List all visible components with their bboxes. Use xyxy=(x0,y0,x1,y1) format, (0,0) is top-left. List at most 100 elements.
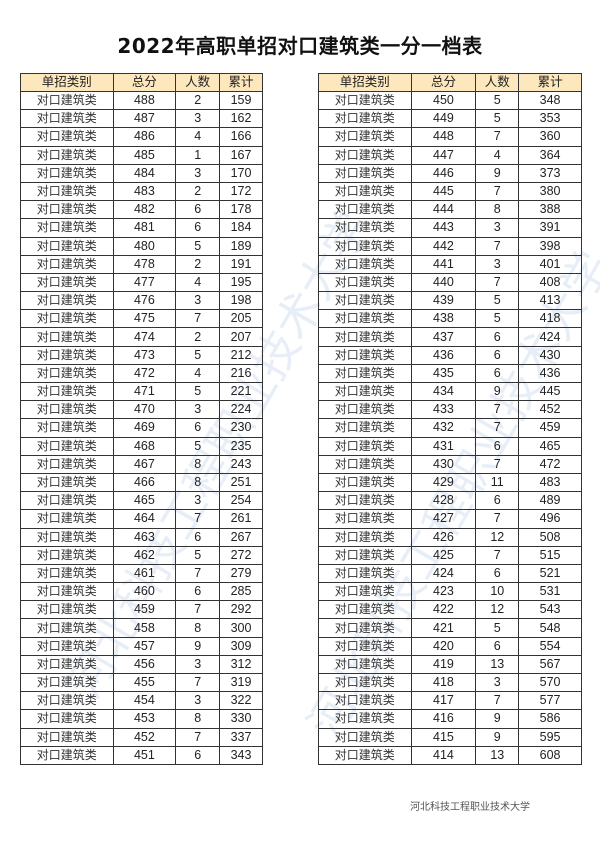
cell-cumulative: 243 xyxy=(219,454,263,474)
header-cumulative: 累计 xyxy=(518,73,582,92)
cell-score: 486 xyxy=(112,127,177,147)
cell-count: 3 xyxy=(175,400,221,420)
cell-count: 6 xyxy=(175,582,221,602)
cell-category: 对口建筑类 xyxy=(20,163,114,183)
cell-count: 2 xyxy=(175,327,221,347)
cell-category: 对口建筑类 xyxy=(20,145,114,165)
table-row: 对口建筑类 483 2 172 xyxy=(20,181,263,202)
cell-category: 对口建筑类 xyxy=(20,654,114,675)
cell-category: 对口建筑类 xyxy=(318,472,412,493)
cell-category: 对口建筑类 xyxy=(20,109,114,129)
cell-category: 对口建筑类 xyxy=(20,363,114,384)
table-row: 对口建筑类 442 7 398 xyxy=(318,236,582,256)
cell-category: 对口建筑类 xyxy=(20,636,114,656)
cell-score: 414 xyxy=(410,745,477,765)
score-table-left: 单招类别 总分 人数 累计 对口建筑类 488 2 159 对口建筑类 487 3 162 对口… xyxy=(20,73,263,765)
table-row: 对口建筑类 430 7 472 xyxy=(318,454,582,474)
table-row: 对口建筑类 444 8 388 xyxy=(318,200,582,220)
cell-count: 8 xyxy=(175,709,221,729)
cell-category: 对口建筑类 xyxy=(318,527,412,547)
cell-score: 477 xyxy=(112,272,177,293)
cell-cumulative: 391 xyxy=(518,218,582,238)
cell-score: 451 xyxy=(112,745,177,765)
table-row: 对口建筑类 427 7 496 xyxy=(318,509,582,529)
cell-count: 7 xyxy=(475,272,520,293)
cell-count: 7 xyxy=(475,236,520,256)
cell-count: 3 xyxy=(175,291,221,311)
table-row: 对口建筑类 441 3 401 xyxy=(318,254,582,274)
table-row: 对口建筑类 474 2 207 xyxy=(20,327,263,347)
cell-cumulative: 452 xyxy=(518,400,582,420)
table-row: 对口建筑类 465 3 254 xyxy=(20,491,263,511)
cell-category: 对口建筑类 xyxy=(20,472,114,493)
cell-category: 对口建筑类 xyxy=(318,618,412,638)
table-header-row: 单招类别 总分 人数 累计 xyxy=(20,73,263,92)
cell-count: 6 xyxy=(475,636,520,656)
cell-category: 对口建筑类 xyxy=(318,127,412,147)
header-count: 人数 xyxy=(175,73,221,92)
header-category: 单招类别 xyxy=(318,73,412,92)
cell-count: 7 xyxy=(175,509,221,529)
cell-category: 对口建筑类 xyxy=(318,654,412,675)
cell-category: 对口建筑类 xyxy=(318,400,412,420)
cell-cumulative: 483 xyxy=(518,472,582,493)
cell-count: 3 xyxy=(475,254,520,274)
table-row: 对口建筑类 434 9 445 xyxy=(318,381,582,402)
table-row: 对口建筑类 482 6 178 xyxy=(20,200,263,220)
cell-cumulative: 224 xyxy=(219,400,263,420)
table-row: 对口建筑类 447 4 364 xyxy=(318,145,582,165)
cell-cumulative: 436 xyxy=(518,363,582,384)
cell-count: 3 xyxy=(475,218,520,238)
cell-score: 487 xyxy=(112,109,177,129)
cell-category: 对口建筑类 xyxy=(318,600,412,620)
cell-cumulative: 472 xyxy=(518,454,582,474)
cell-category: 对口建筑类 xyxy=(318,327,412,347)
table-row: 对口建筑类 445 7 380 xyxy=(318,181,582,202)
table-row: 对口建筑类 484 3 170 xyxy=(20,163,263,183)
cell-cumulative: 570 xyxy=(518,672,582,693)
cell-count: 3 xyxy=(175,654,221,675)
cell-score: 426 xyxy=(410,527,477,547)
table-row: 对口建筑类 455 7 319 xyxy=(20,672,263,693)
cell-score: 456 xyxy=(112,654,177,675)
table-row: 对口建筑类 458 8 300 xyxy=(20,618,263,638)
table-row: 对口建筑类 436 6 430 xyxy=(318,345,582,365)
cell-score: 443 xyxy=(410,218,477,238)
cell-category: 对口建筑类 xyxy=(318,418,412,438)
cell-count: 9 xyxy=(475,163,520,183)
table-row: 对口建筑类 462 5 272 xyxy=(20,545,263,565)
cell-cumulative: 230 xyxy=(219,418,263,438)
cell-cumulative: 184 xyxy=(219,218,263,238)
cell-score: 468 xyxy=(112,436,177,456)
cell-score: 461 xyxy=(112,563,177,584)
cell-category: 对口建筑类 xyxy=(318,145,412,165)
table-row: 对口建筑类 461 7 279 xyxy=(20,563,263,584)
cell-category: 对口建筑类 xyxy=(20,436,114,456)
cell-score: 484 xyxy=(112,163,177,183)
cell-cumulative: 267 xyxy=(219,527,263,547)
cell-score: 478 xyxy=(112,254,177,274)
cell-count: 6 xyxy=(175,218,221,238)
cell-cumulative: 445 xyxy=(518,381,582,402)
page-title: 2022年高职单招对口建筑类一分一档表 xyxy=(117,34,483,58)
cell-score: 457 xyxy=(112,636,177,656)
cell-category: 对口建筑类 xyxy=(318,181,412,202)
table-row: 对口建筑类 443 3 391 xyxy=(318,218,582,238)
cell-category: 对口建筑类 xyxy=(20,400,114,420)
cell-category: 对口建筑类 xyxy=(20,545,114,565)
cell-category: 对口建筑类 xyxy=(20,691,114,711)
cell-cumulative: 292 xyxy=(219,600,263,620)
cell-count: 6 xyxy=(475,327,520,347)
table-row: 对口建筑类 435 6 436 xyxy=(318,363,582,384)
cell-count: 5 xyxy=(175,345,221,365)
cell-count: 8 xyxy=(175,454,221,474)
cell-score: 424 xyxy=(410,563,477,584)
cell-count: 7 xyxy=(175,672,221,693)
cell-count: 8 xyxy=(175,472,221,493)
table-row: 对口建筑类 469 6 230 xyxy=(20,418,263,438)
cell-cumulative: 189 xyxy=(219,236,263,256)
table-row: 对口建筑类 463 6 267 xyxy=(20,527,263,547)
cell-cumulative: 205 xyxy=(219,309,263,329)
cell-count: 9 xyxy=(475,727,520,747)
table-row: 对口建筑类 420 6 554 xyxy=(318,636,582,656)
